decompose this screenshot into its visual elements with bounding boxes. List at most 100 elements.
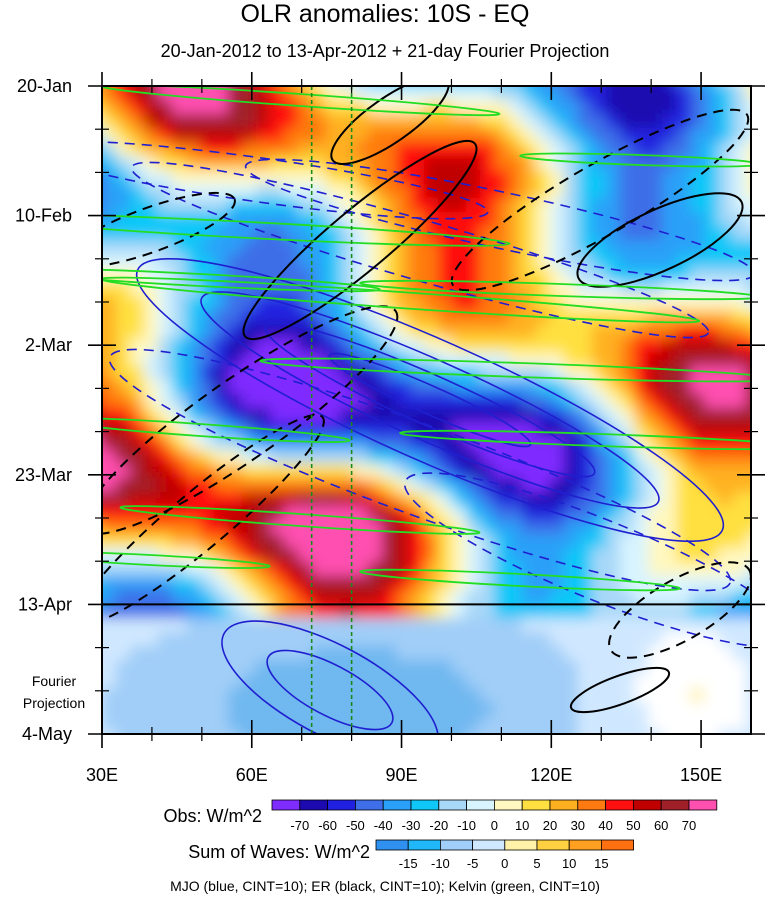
field-cell	[228, 702, 243, 717]
field-cell	[676, 394, 691, 409]
field-cell	[438, 744, 453, 759]
field-cell	[494, 506, 509, 521]
field-cell	[172, 212, 187, 227]
plot-frame	[101, 85, 752, 735]
field-cell	[410, 394, 425, 409]
field-cell	[256, 590, 271, 605]
field-cell	[606, 296, 621, 311]
field-cell	[200, 744, 215, 759]
field-cell	[158, 338, 173, 353]
field-cell	[214, 618, 229, 633]
field-cell	[564, 744, 579, 759]
field-cell	[102, 254, 103, 269]
field-cell	[200, 702, 215, 717]
field-cell	[242, 730, 257, 734]
field-cell	[228, 576, 243, 591]
field-cell	[760, 268, 770, 283]
field-cell	[704, 604, 719, 619]
field-cell	[480, 464, 495, 479]
field-cell	[270, 212, 285, 227]
field-cell	[396, 506, 411, 521]
obs-colorbar-swatch	[354, 799, 384, 811]
field-cell	[228, 338, 243, 353]
kelvin-contour	[119, 505, 481, 535]
field-cell	[732, 478, 747, 493]
field-cell	[732, 450, 747, 465]
field-cell	[312, 212, 327, 227]
field-cell	[382, 282, 397, 297]
field-cell	[368, 254, 383, 269]
field-cell	[662, 86, 677, 101]
field-cell	[410, 184, 425, 199]
field-cell	[718, 254, 733, 269]
field-cell	[494, 590, 509, 605]
field-cell	[382, 492, 397, 507]
waves-colorbar: -15 -10 -5 0 5 10 15	[375, 839, 635, 871]
field-cell	[256, 408, 271, 423]
kelvin-contour	[519, 152, 751, 168]
field-cell	[746, 604, 751, 619]
field-cell	[214, 310, 229, 325]
field-cell	[242, 464, 257, 479]
field-cell	[704, 464, 719, 479]
field-cell	[214, 240, 229, 255]
field-cell	[102, 142, 117, 157]
field-cell	[508, 674, 523, 689]
field-cell	[494, 618, 509, 633]
field-cell	[676, 576, 691, 591]
field-cell	[144, 240, 159, 255]
field-cell	[662, 506, 677, 521]
field-cell	[536, 240, 551, 255]
field-cell	[536, 324, 551, 339]
field-cell	[662, 590, 677, 605]
field-cell	[704, 576, 719, 591]
field-cell	[144, 212, 159, 227]
field-cell	[298, 562, 313, 577]
field-cell	[354, 492, 369, 507]
field-cell	[298, 212, 313, 227]
field-cell	[354, 562, 369, 577]
field-cell	[536, 660, 551, 675]
field-cell	[186, 226, 201, 241]
field-cell	[704, 184, 719, 199]
field-cell	[186, 492, 201, 507]
field-cell	[634, 114, 649, 129]
obs-colorbar-swatch	[438, 799, 467, 811]
waves-colorbar-swatch	[504, 839, 538, 851]
field-cell	[256, 254, 271, 269]
obs-colorbar-tick-label: -70	[290, 818, 309, 833]
field-cell	[326, 716, 341, 731]
field-cell	[228, 730, 243, 734]
field-cell	[578, 604, 593, 619]
field-cell	[284, 492, 299, 507]
field-cell	[564, 604, 579, 619]
field-cell	[760, 548, 770, 563]
field-cell	[536, 604, 551, 619]
field-cell	[452, 562, 467, 577]
field-cell	[270, 632, 285, 647]
field-cell	[382, 436, 397, 451]
field-cell	[102, 380, 103, 395]
field-cell	[172, 422, 187, 437]
field-cell	[116, 688, 131, 703]
field-cell	[452, 688, 467, 703]
field-cell	[746, 646, 751, 661]
field-cell	[746, 366, 751, 381]
obs-colorbar-tick-label: -10	[457, 818, 476, 833]
field-cell	[88, 744, 103, 759]
field-cell	[298, 114, 313, 129]
field-cell	[452, 576, 467, 591]
field-cell	[396, 730, 411, 734]
field-cell	[102, 296, 117, 311]
field-cell	[648, 338, 663, 353]
field-cell	[480, 422, 495, 437]
field-cell	[102, 506, 117, 521]
field-cell	[354, 436, 369, 451]
field-cell	[746, 548, 751, 563]
field-cell	[312, 296, 327, 311]
field-cell	[200, 660, 215, 675]
field-cell	[312, 170, 327, 185]
field-cell	[718, 170, 733, 185]
field-cell	[494, 100, 509, 115]
field-cell	[746, 296, 751, 311]
